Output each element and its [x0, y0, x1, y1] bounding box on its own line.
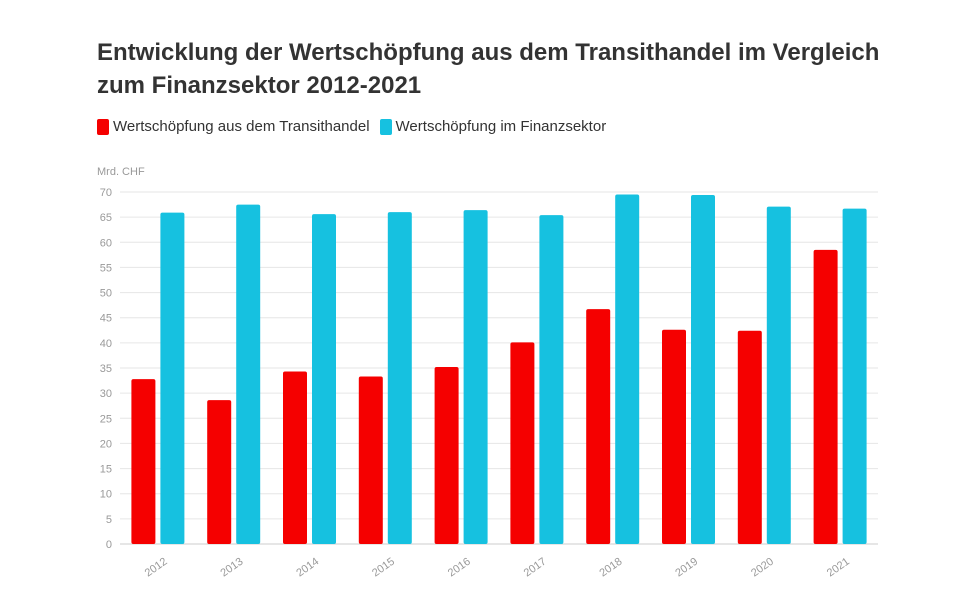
x-tick-label: 2014 [294, 556, 321, 580]
y-tick-label: 20 [100, 438, 112, 450]
x-axis-ticks: 2012 2013 2014 2015 2016 2017 2018 2019 2020 2021 [143, 556, 852, 580]
legend-label-transithandel: Wertschöpfung aus dem Transithandel [113, 118, 370, 135]
y-tick-label: 15 [100, 464, 112, 476]
y-axis-unit-label: Mrd. CHF [97, 166, 145, 178]
bar-finanzsektor-2018[interactable] [615, 194, 640, 544]
bar-transithandel-2018[interactable] [586, 309, 611, 544]
bar-finanzsektor-2015[interactable] [387, 212, 412, 544]
bar-transithandel-2012[interactable] [131, 379, 156, 544]
bar-finanzsektor-2014[interactable] [312, 214, 336, 544]
y-tick-label: 50 [100, 288, 112, 300]
y-tick-label: 0 [106, 539, 112, 551]
legend-swatch-finanzsektor [379, 118, 392, 135]
y-tick-label: 35 [100, 363, 112, 375]
x-tick-label: 2016 [446, 556, 473, 580]
x-tick-label: 2021 [825, 556, 852, 580]
bar-transithandel-2013[interactable] [207, 400, 232, 544]
x-tick-label: 2017 [522, 556, 549, 580]
legend-item-transithandel[interactable]: Wertschöpfung aus dem Transithandel [97, 118, 370, 135]
x-tick-label: 2018 [598, 556, 625, 580]
y-tick-label: 40 [100, 338, 112, 350]
bar-finanzsektor-2012[interactable] [160, 212, 185, 545]
bar-finanzsektor-2021[interactable] [842, 208, 867, 544]
x-tick-label: 2020 [749, 556, 776, 580]
chart-title: Entwicklung der Wertschöpfung aus dem Tr… [97, 39, 880, 99]
legend: Wertschöpfung aus dem Transithandel Wert… [97, 118, 616, 135]
grid-lines [120, 191, 878, 545]
y-tick-label: 25 [100, 413, 112, 425]
bar-transithandel-2016[interactable] [434, 366, 459, 544]
x-tick-label: 2013 [219, 556, 246, 580]
y-tick-label: 65 [100, 212, 112, 224]
x-tick-label: 2012 [143, 556, 170, 580]
legend-label-finanzsektor: Wertschöpfung im Finanzsektor [395, 118, 607, 135]
y-tick-label: 5 [106, 514, 112, 526]
bar-transithandel-2015[interactable] [358, 376, 383, 544]
y-tick-label: 70 [100, 187, 112, 199]
bar-finanzsektor-2020[interactable] [766, 206, 791, 544]
bar-transithandel-2021[interactable] [813, 249, 838, 545]
bar-transithandel-2014[interactable] [283, 371, 307, 544]
bar-finanzsektor-2013[interactable] [236, 204, 261, 545]
y-tick-label: 30 [100, 388, 112, 400]
bar-finanzsektor-2017[interactable] [539, 215, 564, 545]
bars [131, 194, 867, 545]
x-tick-label: 2015 [370, 556, 397, 580]
y-axis-ticks: 0 5 10 15 20 25 30 35 40 45 50 55 60 65 70 [100, 187, 112, 551]
bar-transithandel-2017[interactable] [510, 342, 535, 544]
bar-transithandel-2020[interactable] [737, 330, 762, 544]
legend-item-finanzsektor[interactable]: Wertschöpfung im Finanzsektor [379, 118, 607, 135]
y-tick-label: 55 [100, 262, 112, 274]
bar-transithandel-2019[interactable] [662, 329, 686, 544]
y-tick-label: 60 [100, 237, 112, 249]
bar-finanzsektor-2019[interactable] [691, 195, 715, 544]
y-tick-label: 10 [100, 489, 112, 501]
legend-swatch-transithandel [97, 118, 109, 135]
y-tick-label: 45 [100, 313, 112, 325]
x-tick-label: 2019 [673, 556, 700, 580]
bar-finanzsektor-2016[interactable] [463, 210, 488, 545]
